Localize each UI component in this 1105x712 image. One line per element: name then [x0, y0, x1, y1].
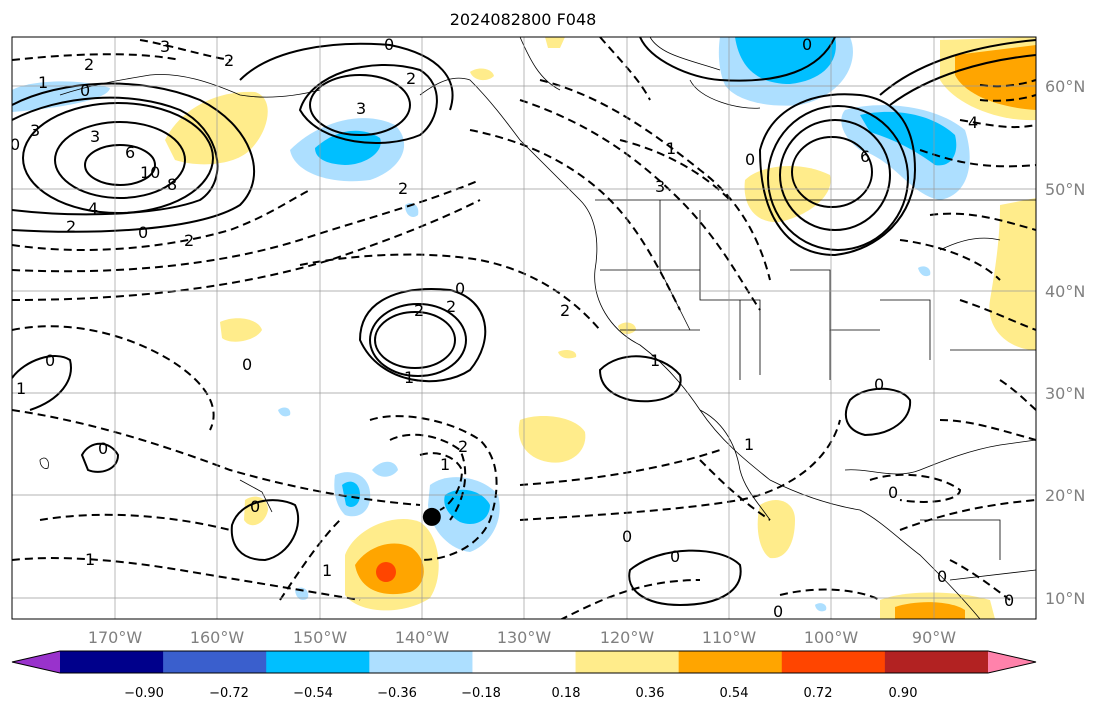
colorbar-segment: [472, 651, 577, 673]
colorbar-tick-labels: −0.90 −0.72 −0.54 −0.36 −0.18 0.18 0.36 …: [124, 686, 917, 701]
storm-position-marker: [422, 507, 441, 526]
contour-label: 0: [98, 439, 108, 458]
colorbar-tick-label: −0.54: [293, 686, 333, 701]
colorbar: [11, 650, 1037, 674]
colorbar-segment: [678, 651, 783, 673]
contour-label: 10: [140, 163, 160, 182]
contour-label: 1: [744, 435, 754, 454]
contour-label: 0: [1004, 591, 1014, 610]
contour-label: 0: [250, 497, 260, 516]
colorbar-segment: [575, 651, 680, 673]
colorbar-segment: [266, 651, 370, 673]
contour-label: 0: [138, 223, 148, 242]
contour-label: 1: [38, 73, 48, 92]
contour-label: 3: [356, 99, 366, 118]
contour-label: 2: [84, 55, 94, 74]
figure-title: 2024082800 F048: [450, 10, 597, 29]
contour-label: 0: [45, 351, 55, 370]
colorbar-tick-label: −0.18: [461, 686, 501, 701]
contour-label: 0: [745, 150, 755, 169]
contour-label: 2: [406, 69, 416, 88]
colorbar-tick-label: 0.36: [636, 686, 665, 701]
contour-label: 3: [655, 177, 665, 196]
contour-label: 4: [968, 113, 978, 132]
lon-label: 110°W: [702, 628, 757, 647]
contour-label: 1: [85, 550, 95, 569]
colorbar-tick-label: −0.90: [124, 686, 164, 701]
contour-label: 0: [10, 135, 20, 154]
lon-label: 130°W: [497, 628, 552, 647]
contour-label: 6: [125, 143, 135, 162]
colorbar-tick-label: 0.54: [720, 686, 749, 701]
contour-label: 0: [888, 483, 898, 502]
positive-contours: [12, 37, 1036, 607]
contour-label: 2: [398, 179, 408, 198]
colorbar-segment: [884, 651, 989, 673]
lat-label: 50°N: [1045, 180, 1085, 199]
colorbar-segment: [781, 651, 886, 673]
contour-label: 1: [650, 351, 660, 370]
contour-label: 0: [242, 355, 252, 374]
contour-label: 0: [80, 81, 90, 100]
contour-label: 6: [860, 147, 870, 166]
map-frame: [11, 36, 1037, 620]
contour-label: 2: [560, 301, 570, 320]
contour-label: 3: [90, 127, 100, 146]
contour-label: 4: [88, 199, 98, 218]
negative-contours: [12, 37, 1036, 619]
lat-label: 30°N: [1045, 384, 1085, 403]
contour-label: 0: [802, 35, 812, 54]
contour-label: 3: [160, 37, 170, 56]
contour-label: 3: [30, 121, 40, 140]
contour-label: 2: [184, 231, 194, 250]
colorbar-tick-label: 0.18: [552, 686, 581, 701]
contour-label: 0: [622, 527, 632, 546]
colorbar-segment: [163, 651, 267, 673]
colorbar-extend-high: [988, 651, 1036, 673]
contour-labels: 3 2 1 0 3 0 3 6 10 8 4 2 0 2 2 3 2 0 2 1…: [10, 35, 1014, 621]
colorbar-tick-label: −0.72: [209, 686, 249, 701]
contour-label: 2: [66, 217, 76, 236]
colorbar-tick-label: −0.36: [377, 686, 417, 701]
lon-label: 140°W: [395, 628, 450, 647]
colorbar-segment: [369, 651, 473, 673]
contour-label: 2: [414, 301, 424, 320]
contour-label: 2: [446, 297, 456, 316]
contour-label: 1: [322, 561, 332, 580]
contour-label: 1: [666, 139, 676, 158]
lon-label: 160°W: [190, 628, 245, 647]
lon-label: 120°W: [600, 628, 655, 647]
lat-label: 60°N: [1045, 77, 1085, 96]
contour-label: 0: [773, 602, 783, 621]
longitude-labels: 170°W 160°W 150°W 140°W 130°W 120°W 110°…: [88, 628, 956, 647]
colorbar-tick-label: 0.90: [889, 686, 918, 701]
contour-label: 0: [455, 279, 465, 298]
graticule: [12, 37, 1036, 619]
contour-label: 2: [458, 437, 468, 456]
lon-label: 90°W: [912, 628, 956, 647]
colorbar-outline: [11, 650, 1037, 674]
contour-label: 0: [384, 35, 394, 54]
lat-label: 40°N: [1045, 282, 1085, 301]
contour-label: 8: [167, 175, 177, 194]
lon-label: 150°W: [293, 628, 348, 647]
lat-label: 20°N: [1045, 486, 1085, 505]
lon-label: 100°W: [804, 628, 859, 647]
latitude-labels: 10°N 20°N 30°N 40°N 50°N 60°N: [1045, 77, 1085, 608]
contour-label: 2: [224, 51, 234, 70]
contour-label: 1: [440, 455, 450, 474]
contour-label: 0: [670, 547, 680, 566]
contour-label: 0: [874, 375, 884, 394]
colorbar-segment: [60, 651, 164, 673]
colorbar-extend-low: [12, 651, 60, 673]
colorbar-tick-label: 0.72: [804, 686, 833, 701]
contour-label: 0: [937, 567, 947, 586]
map-area: 3 2 1 0 3 0 3 6 10 8 4 2 0 2 2 3 2 0 2 1…: [10, 35, 1036, 621]
positive-anomaly-shading: [165, 37, 1036, 619]
contour-label: 1: [404, 368, 414, 387]
lat-label: 10°N: [1045, 589, 1085, 608]
lon-label: 170°W: [88, 628, 143, 647]
contour-label: 1: [16, 379, 26, 398]
